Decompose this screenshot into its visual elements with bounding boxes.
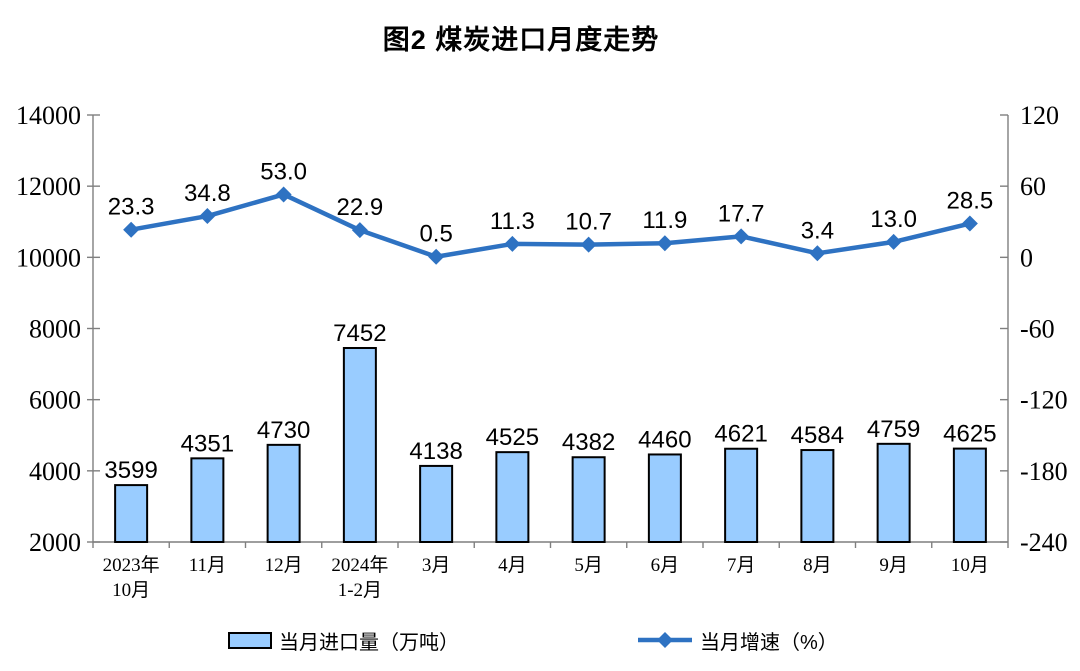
growth-value-label: 22.9 (337, 194, 384, 221)
import-bar (724, 447, 759, 543)
growth-value-label: 28.5 (947, 188, 994, 215)
left-axis-tick-label: 8000 (29, 315, 81, 344)
bar-value-label: 4525 (486, 424, 539, 451)
legend-item-growth: 当月增速（%） (637, 624, 838, 656)
right-axis-tick-label: -60 (1020, 315, 1055, 344)
right-axis-tick-label: -180 (1020, 457, 1068, 486)
bar-value-label: 4460 (638, 426, 691, 453)
right-axis-tick-label: 120 (1020, 101, 1059, 130)
growth-diamond-marker-icon (580, 236, 597, 253)
import-bar (647, 453, 682, 543)
growth-value-label: 53.0 (260, 158, 307, 185)
left-axis-tick-label: 4000 (29, 457, 81, 486)
growth-diamond-marker-icon (885, 233, 902, 250)
left-axis-tick-label: 10000 (16, 243, 81, 272)
bar-value-label: 4382 (562, 429, 615, 456)
legend-diamond-marker-icon (657, 632, 673, 648)
growth-diamond-marker-icon (961, 215, 978, 232)
left-axis-tick-label: 2000 (29, 528, 81, 557)
left-axis-tick-label: 12000 (16, 172, 81, 201)
legend: 当月进口量（万吨） 当月增速（%） (0, 624, 1080, 658)
x-axis-category-label: 8月 (803, 555, 832, 576)
growth-value-label: 10.7 (565, 209, 612, 236)
growth-diamond-marker-icon (504, 235, 521, 252)
x-axis-category-label: 2023年 (103, 554, 160, 576)
right-axis-tick-label: -120 (1020, 386, 1068, 415)
bar-value-label: 7452 (333, 320, 386, 347)
growth-value-label: 0.5 (419, 221, 452, 248)
x-axis-category-label: 11月 (189, 555, 226, 576)
bar-value-label: 4138 (409, 438, 462, 465)
growth-value-label: 17.7 (718, 200, 765, 227)
growth-diamond-marker-icon (809, 245, 826, 262)
line-series-swatch (638, 632, 692, 648)
x-axis-category-label: 12月 (265, 555, 303, 576)
x-axis-category-label: 2024年 (331, 554, 388, 576)
bar-value-label: 4759 (867, 416, 920, 443)
legend-item-imports: 当月进口量（万吨） (228, 624, 459, 656)
left-axis-tick-label: 14000 (16, 101, 81, 130)
x-axis-category-label: 4月 (498, 555, 527, 576)
import-bar (495, 451, 530, 543)
chart-title: 图2 煤炭进口月度走势 (382, 25, 660, 55)
growth-value-label: 11.9 (642, 207, 687, 234)
growth-value-label: 13.0 (870, 206, 917, 233)
growth-value-label: 3.4 (801, 217, 834, 244)
growth-line (128, 192, 973, 259)
growth-value-label: 34.8 (184, 180, 231, 207)
legend-label-growth: 当月增速（%） (700, 631, 838, 654)
growth-diamond-marker-icon (351, 222, 368, 239)
import-bar (876, 442, 911, 544)
import-bar (952, 447, 987, 543)
import-bar (114, 484, 149, 544)
bar-value-label: 4351 (181, 430, 234, 457)
x-axis-category-label: 5月 (574, 555, 603, 576)
x-axis-category-label: 10月 (951, 555, 989, 576)
growth-diamond-marker-icon (733, 228, 750, 245)
right-axis-tick-label: 60 (1020, 172, 1046, 201)
import-bar (190, 457, 225, 544)
x-axis-category-label: 1-2月 (338, 580, 382, 601)
import-bar (266, 443, 301, 544)
bar-value-label: 3599 (104, 457, 157, 484)
bar-value-label: 4584 (791, 422, 844, 449)
x-axis-category-label: 7月 (727, 555, 756, 576)
x-axis-category-label: 10月 (112, 580, 150, 601)
import-bar (571, 456, 606, 544)
import-bar (419, 464, 454, 543)
growth-value-label: 11.3 (490, 208, 535, 235)
left-axis-tick-label: 6000 (29, 386, 81, 415)
growth-diamond-marker-icon (275, 186, 292, 203)
right-axis-tick-label: 0 (1020, 243, 1033, 272)
growth-diamond-marker-icon (199, 208, 216, 225)
chart-canvas: 2000 4000 6000 8000 10000 12000 14000 -240 -180 -… (16, 101, 1068, 601)
bar-value-label: 4621 (714, 421, 767, 448)
legend-label-imports: 当月进口量（万吨） (279, 631, 459, 654)
x-axis-category-label: 6月 (651, 555, 680, 576)
right-axis-tick-label: -240 (1020, 528, 1068, 557)
growth-diamond-marker-icon (428, 248, 445, 265)
growth-diamond-marker-icon (656, 235, 673, 252)
x-axis-category-label: 3月 (422, 555, 451, 576)
import-bar (800, 449, 835, 544)
bar-series-swatch (228, 631, 272, 649)
bar-value-label: 4730 (257, 417, 310, 444)
growth-diamond-marker-icon (123, 221, 140, 238)
import-bar (342, 346, 377, 543)
x-axis-category-label: 9月 (879, 555, 908, 576)
growth-value-label: 23.3 (108, 194, 155, 221)
bar-value-label: 4625 (943, 421, 996, 448)
